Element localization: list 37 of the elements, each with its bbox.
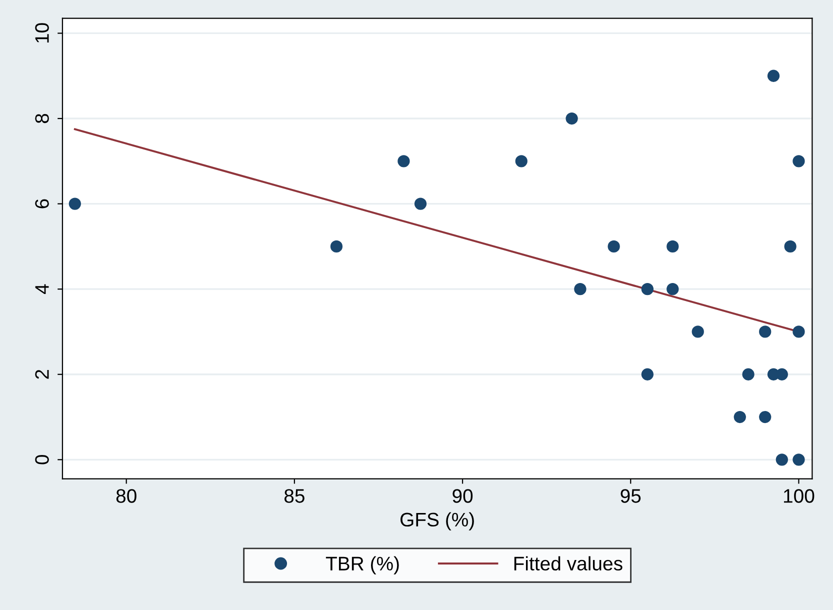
point — [398, 155, 410, 168]
point — [68, 198, 81, 210]
legend-label: Fitted values — [514, 556, 622, 571]
point — [515, 155, 528, 168]
point — [792, 155, 805, 168]
point — [414, 198, 427, 210]
x-axis-title: GFS (%) — [400, 512, 474, 530]
point — [608, 240, 620, 253]
point — [641, 283, 654, 296]
point — [784, 240, 796, 253]
point — [742, 368, 754, 380]
y-tick-label: 6 — [35, 199, 49, 208]
y-tick-label: 10 — [35, 23, 49, 43]
x-tick-label: 80 — [116, 489, 136, 503]
x-tick-label: 100 — [784, 489, 814, 503]
point — [734, 410, 746, 424]
point — [666, 240, 679, 253]
point — [792, 454, 805, 466]
y-tick-label: 4 — [35, 284, 49, 294]
point — [767, 70, 780, 82]
point — [792, 326, 805, 338]
point — [776, 454, 788, 466]
point — [566, 112, 578, 125]
y-tick-label: 0 — [35, 455, 49, 464]
point — [692, 326, 704, 338]
y-tick-label: 2 — [35, 370, 49, 379]
point — [666, 283, 679, 296]
point — [574, 283, 586, 296]
point — [759, 326, 772, 338]
x-tick-label: 85 — [284, 489, 304, 503]
x-tick-label: 95 — [620, 489, 641, 503]
legend-label: TBR (%) — [326, 556, 399, 574]
point — [759, 410, 772, 424]
y-tick-label: 8 — [35, 114, 49, 124]
point — [641, 368, 654, 380]
point — [330, 240, 343, 253]
x-tick-label: 90 — [452, 489, 473, 503]
